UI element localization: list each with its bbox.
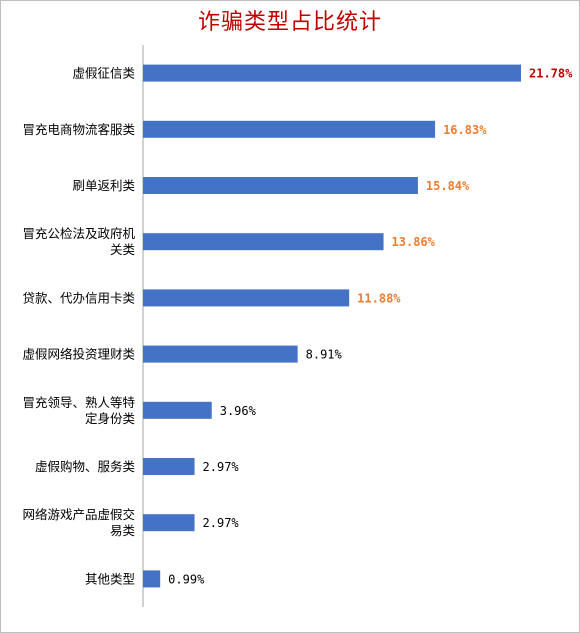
- data-label: 16.83%: [443, 123, 487, 137]
- bar: [143, 345, 298, 363]
- category-label: 刷单返利类: [72, 178, 135, 193]
- category-label: 贷款、代办信用卡类: [22, 290, 135, 305]
- data-label: 13.86%: [392, 235, 436, 249]
- category-label: 冒充领导、熟人等特: [22, 395, 135, 410]
- bar: [143, 570, 161, 588]
- category-label: 网络游戏产品虚假交: [22, 507, 135, 522]
- data-label: 21.78%: [529, 67, 573, 81]
- bar: [143, 120, 436, 138]
- category-label: 冒充公检法及政府机: [22, 226, 135, 241]
- bar: [143, 289, 350, 307]
- data-label: 0.99%: [168, 572, 205, 586]
- category-label: 虚假征信类: [72, 66, 135, 81]
- bar: [143, 177, 418, 194]
- data-label: 2.97%: [203, 460, 240, 474]
- chart-title: 诈骗类型占比统计: [197, 10, 382, 35]
- bar: [143, 458, 195, 475]
- bar: [143, 401, 212, 419]
- data-label: 2.97%: [203, 516, 240, 530]
- category-label: 虚假网络投资理财类: [22, 347, 135, 362]
- category-label: 关类: [110, 242, 136, 257]
- data-label: 8.91%: [306, 348, 343, 362]
- bar: [143, 514, 195, 532]
- data-label: 3.96%: [220, 404, 257, 418]
- category-label: 冒充电商物流客服类: [22, 122, 135, 137]
- bar: [143, 233, 384, 251]
- bar: [143, 64, 521, 82]
- category-label: 定身份类: [85, 411, 136, 426]
- category-label: 易类: [110, 523, 136, 538]
- category-label: 其他类型: [85, 571, 135, 586]
- data-label: 15.84%: [426, 179, 470, 193]
- category-label: 虚假购物、服务类: [35, 459, 136, 474]
- data-label: 11.88%: [357, 291, 401, 305]
